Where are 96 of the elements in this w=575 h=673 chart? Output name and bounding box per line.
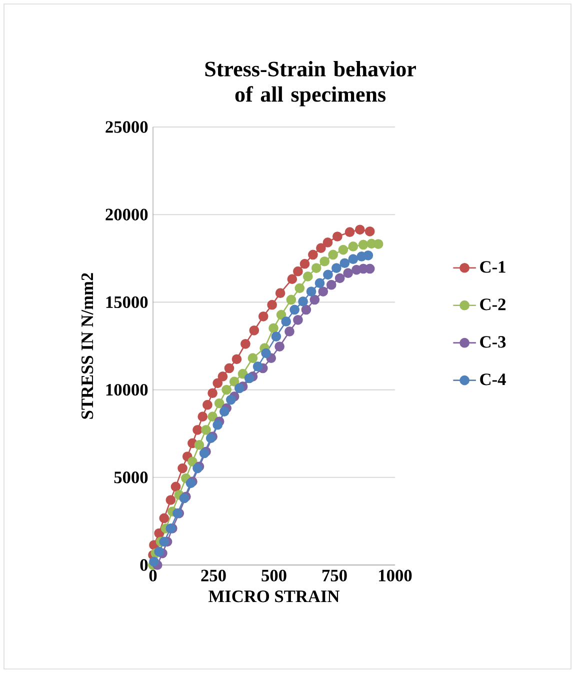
point: [274, 342, 284, 352]
x-tick-label: 1000: [379, 570, 412, 582]
point: [219, 406, 230, 416]
point: [290, 304, 300, 315]
point: [212, 378, 223, 388]
point: [212, 420, 223, 430]
point: [267, 300, 277, 310]
point: [286, 294, 296, 305]
legend-label: C-3: [480, 336, 506, 348]
point: [338, 244, 348, 255]
point: [249, 325, 260, 336]
point: [301, 304, 312, 315]
y-tick-label: 10000: [106, 384, 148, 396]
y-tick-label: 0: [140, 559, 148, 571]
x-axis-title: MICRO STRAIN: [208, 590, 340, 602]
point: [201, 424, 211, 435]
point: [318, 286, 328, 296]
y-axis-title: STRESS IN N/mm2: [81, 273, 94, 419]
point: [208, 388, 218, 398]
point: [166, 495, 176, 505]
point: [222, 384, 232, 395]
legend-label: C-2: [480, 298, 506, 310]
point: [208, 412, 218, 422]
point: [298, 296, 308, 306]
point: [300, 258, 310, 269]
point: [306, 286, 316, 296]
point: [258, 311, 268, 322]
legend-label: C-1: [480, 261, 506, 273]
chart-title: Stress-Strain behavior of all specimens: [205, 61, 416, 106]
point: [311, 263, 322, 273]
point: [348, 254, 358, 264]
point: [149, 556, 159, 567]
point: [281, 316, 292, 326]
point: [271, 332, 282, 342]
point: [328, 250, 338, 260]
point: [234, 383, 244, 394]
x-tick-label: 750: [322, 570, 347, 582]
point: [244, 373, 254, 384]
y-tick-label: 20000: [106, 208, 148, 220]
legend-label: C-4: [480, 374, 506, 386]
point: [363, 250, 374, 260]
point: [159, 536, 170, 547]
point: [284, 326, 294, 336]
point: [226, 394, 236, 405]
x-tick-label: 0: [149, 570, 157, 582]
point: [364, 226, 375, 236]
point: [294, 283, 305, 294]
point: [275, 288, 286, 298]
point: [214, 398, 224, 408]
point: [178, 463, 188, 474]
x-tick-label: 500: [262, 570, 286, 582]
point: [232, 354, 242, 364]
point: [192, 424, 202, 435]
point: [248, 353, 258, 364]
point: [240, 338, 250, 349]
point: [323, 270, 333, 280]
point: [218, 372, 228, 382]
point: [229, 376, 240, 386]
point: [348, 242, 358, 252]
point: [194, 440, 204, 450]
point: [322, 238, 333, 248]
point: [293, 266, 303, 276]
point: [202, 400, 212, 410]
point: [252, 362, 263, 372]
point: [302, 272, 313, 282]
point: [261, 348, 271, 358]
point: [154, 546, 164, 557]
point: [340, 258, 350, 268]
point: [334, 273, 345, 284]
point: [308, 250, 318, 260]
point: [358, 240, 368, 250]
point: [159, 513, 170, 524]
point: [293, 314, 303, 325]
point: [198, 412, 208, 422]
point: [287, 274, 298, 284]
point: [170, 482, 181, 492]
point: [343, 268, 353, 278]
y-tick-label: 15000: [106, 296, 148, 308]
point: [310, 294, 320, 305]
point: [354, 224, 365, 235]
point: [268, 323, 278, 334]
point: [238, 368, 248, 379]
point: [331, 263, 342, 273]
point: [316, 243, 326, 253]
point: [320, 256, 330, 266]
y-tick-label: 5000: [114, 472, 148, 484]
point: [326, 280, 336, 290]
y-tick-label: 25000: [106, 121, 148, 133]
x-tick-label: 250: [201, 570, 226, 582]
point: [188, 456, 198, 467]
point: [344, 227, 355, 238]
point: [332, 232, 342, 242]
point: [224, 363, 234, 374]
point: [373, 239, 384, 249]
point: [276, 310, 286, 320]
point: [314, 278, 325, 288]
